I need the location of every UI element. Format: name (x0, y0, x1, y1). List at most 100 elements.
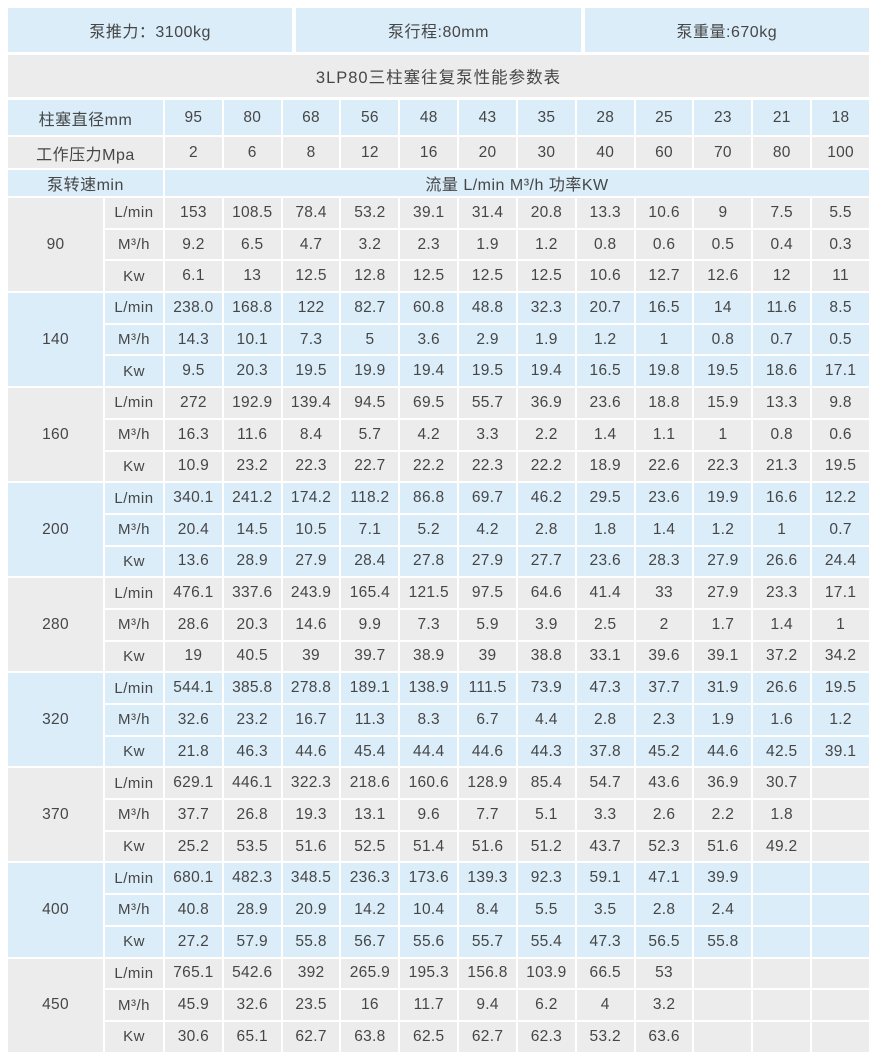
data-value-cell: 5.5 (812, 198, 869, 228)
unit-label-cell: Kw (105, 831, 163, 862)
data-value-cell: 2.5 (576, 609, 634, 640)
data-value-cell: 7.1 (341, 514, 399, 545)
data-value-cell: 18.6 (753, 356, 811, 387)
data-value-cell: 82.7 (341, 293, 399, 323)
pressure-value-cell: 16 (400, 137, 458, 168)
data-value-cell: 19.3 (282, 800, 340, 830)
data-value-cell: 22.3 (694, 451, 752, 482)
flow-power-header: 流量 L/min M³/h 功率KW (165, 170, 869, 196)
data-value-cell: 542.6 (223, 958, 281, 989)
pressure-value-cell: 20 (459, 137, 516, 168)
data-value-cell: 11.6 (223, 419, 281, 450)
data-value-cell: 51.4 (400, 831, 458, 862)
data-value-cell: 1.4 (753, 609, 811, 640)
data-value-cell: 108.5 (223, 198, 281, 228)
data-value-cell: 12.5 (282, 261, 340, 292)
data-value-cell: 1.9 (459, 229, 516, 260)
data-value-cell: 103.9 (517, 958, 575, 989)
data-value-cell (812, 958, 869, 989)
unit-label-cell: L/min (105, 863, 163, 894)
data-value-cell: 1.4 (576, 419, 634, 450)
unit-label-cell: M³/h (105, 324, 163, 355)
data-value-cell: 27.9 (694, 578, 752, 608)
data-value-cell: 28.4 (341, 546, 399, 577)
data-value-cell: 14.6 (282, 609, 340, 640)
data-value-cell: 19.8 (635, 356, 693, 387)
data-value-cell: 13 (223, 261, 281, 292)
data-value-cell: 0.5 (694, 229, 752, 260)
data-value-cell: 23.6 (576, 546, 634, 577)
data-value-cell: 12.2 (812, 483, 869, 513)
data-value-cell: 25.2 (165, 831, 222, 862)
unit-label-cell: L/min (105, 578, 163, 608)
data-value-cell: 6.5 (223, 229, 281, 260)
pump-stroke-cell: 泵行程:80mm (296, 8, 581, 52)
data-value-cell: 19.4 (517, 356, 575, 387)
data-value-cell: 19.5 (694, 356, 752, 387)
data-value-cell: 52.5 (341, 831, 399, 862)
data-value-cell: 9.6 (400, 800, 458, 830)
data-value-cell: 3.3 (459, 419, 516, 450)
unit-label-cell: Kw (105, 261, 163, 292)
data-value-cell: 272 (165, 388, 222, 418)
data-value-cell: 8.4 (282, 419, 340, 450)
unit-label-cell: Kw (105, 926, 163, 957)
data-value-cell: 1 (753, 514, 811, 545)
unit-label-cell: L/min (105, 293, 163, 323)
data-value-cell (753, 1021, 811, 1052)
data-value-cell: 23.3 (753, 578, 811, 608)
unit-label-cell: M³/h (105, 514, 163, 545)
data-value-cell: 34.2 (812, 641, 869, 672)
data-value-cell: 37.8 (576, 736, 634, 767)
data-value-cell: 156.8 (459, 958, 516, 989)
unit-label-cell: L/min (105, 483, 163, 513)
data-value-cell: 30.7 (753, 768, 811, 799)
data-value-cell: 37.7 (165, 800, 222, 830)
data-value-cell: 218.6 (341, 768, 399, 799)
diameter-value-cell: 25 (635, 100, 693, 135)
data-value-cell: 55.8 (282, 926, 340, 957)
data-value-cell: 5.2 (400, 514, 458, 545)
data-value-cell: 53.5 (223, 831, 281, 862)
data-value-cell: 111.5 (459, 673, 516, 703)
pressure-value-cell: 6 (223, 137, 281, 168)
data-value-cell: 19.5 (812, 451, 869, 482)
pump-speed-cell: 400 (8, 863, 103, 957)
data-value-cell: 41.4 (576, 578, 634, 608)
data-value-cell: 33.1 (576, 641, 634, 672)
data-value-cell: 680.1 (165, 863, 222, 894)
data-value-cell: 322.3 (282, 768, 340, 799)
data-value-cell: 2.3 (635, 705, 693, 735)
data-value-cell: 14.3 (165, 324, 222, 355)
data-value-cell: 1.4 (635, 514, 693, 545)
data-value-cell: 138.9 (400, 673, 458, 703)
data-value-cell: 65.1 (223, 1021, 281, 1052)
data-value-cell: 16.6 (753, 483, 811, 513)
data-value-cell: 6.1 (165, 261, 222, 292)
data-value-cell: 32.6 (223, 990, 281, 1020)
data-value-cell (812, 768, 869, 799)
data-value-cell: 7.3 (282, 324, 340, 355)
data-value-cell: 9.5 (165, 356, 222, 387)
data-value-cell: 32.3 (517, 293, 575, 323)
data-value-cell: 174.2 (282, 483, 340, 513)
data-value-cell: 28.3 (635, 546, 693, 577)
data-value-cell: 8.4 (459, 895, 516, 925)
data-value-cell: 22.2 (400, 451, 458, 482)
data-value-cell: 73.9 (517, 673, 575, 703)
data-value-cell: 22.7 (341, 451, 399, 482)
data-value-cell: 265.9 (341, 958, 399, 989)
pressure-value-cell: 12 (341, 137, 399, 168)
data-value-cell (753, 895, 811, 925)
data-value-cell (753, 958, 811, 989)
data-value-cell: 39.1 (400, 198, 458, 228)
data-value-cell (753, 926, 811, 957)
data-value-cell: 11.3 (341, 705, 399, 735)
data-value-cell: 45.4 (341, 736, 399, 767)
data-value-cell: 2.3 (400, 229, 458, 260)
speed-header-label: 泵转速min (8, 170, 163, 196)
data-value-cell: 19.9 (341, 356, 399, 387)
data-value-cell: 69.7 (459, 483, 516, 513)
data-value-cell: 27.9 (694, 546, 752, 577)
data-value-cell: 12.5 (517, 261, 575, 292)
